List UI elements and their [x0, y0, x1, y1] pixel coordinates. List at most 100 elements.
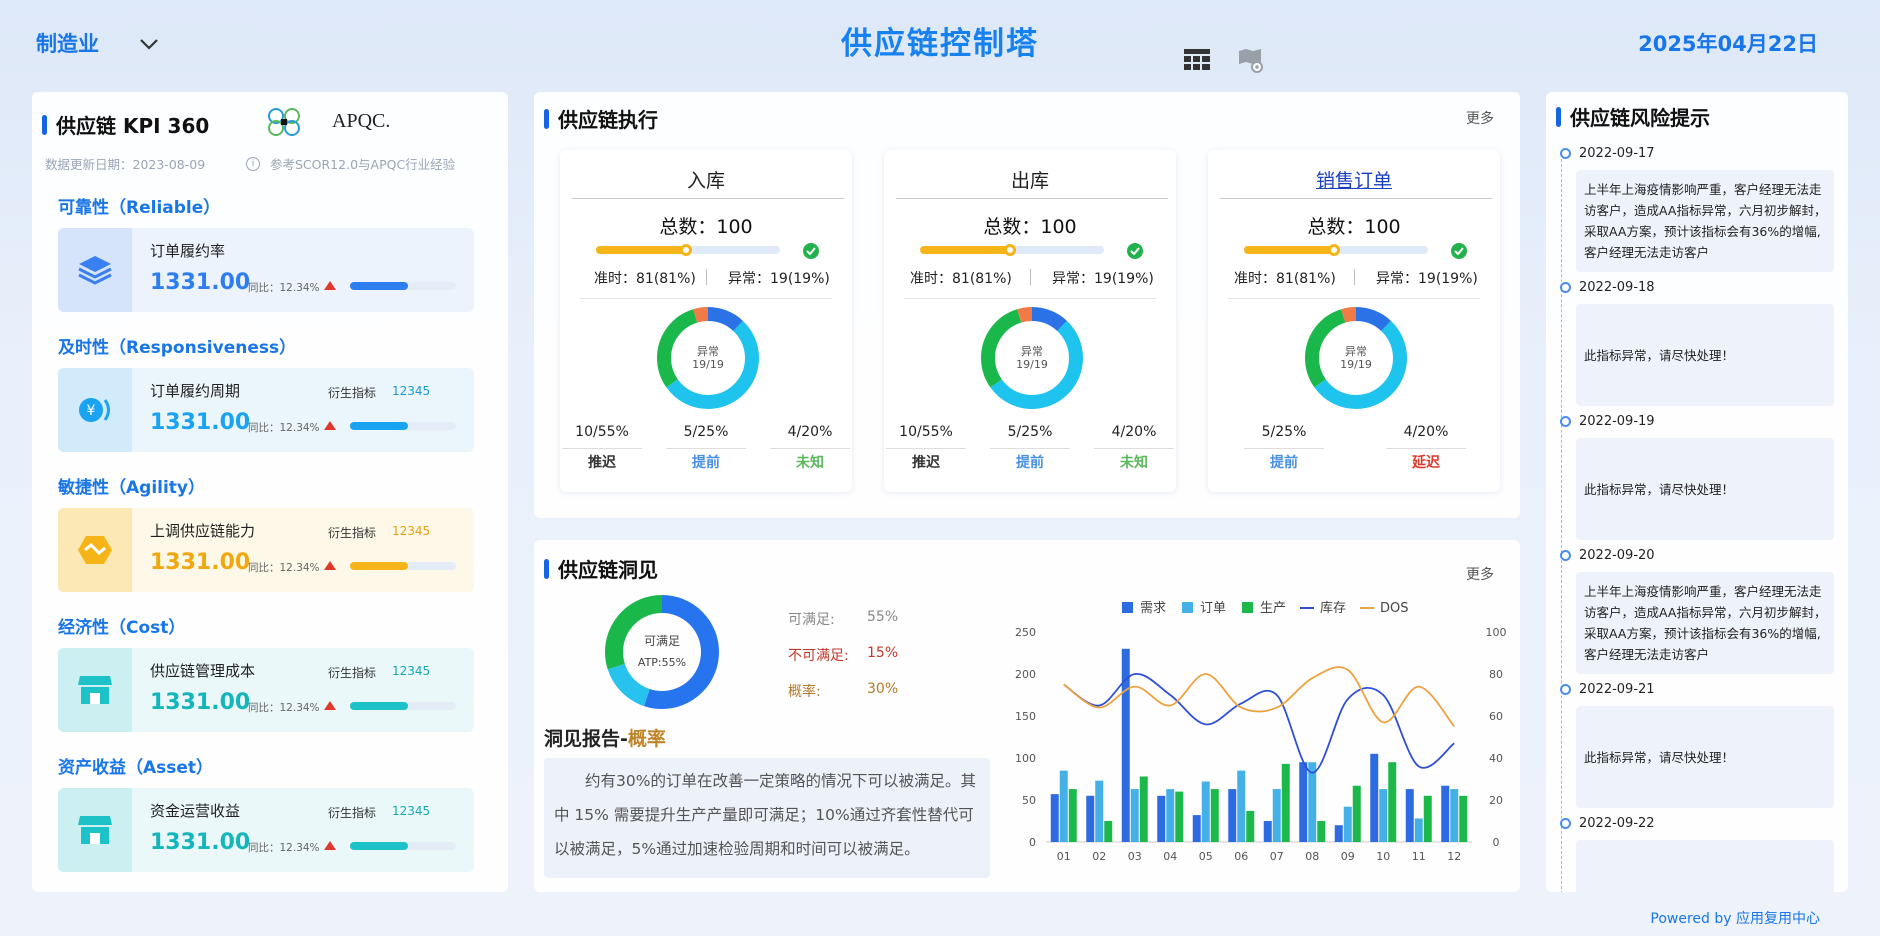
derived-value: 12345 [392, 384, 431, 398]
risk-date-text: 2022-09-18 [1579, 280, 1655, 295]
bar-需求 [1192, 815, 1201, 842]
kpi-panel: 供应链 KPI 360 APQC. 数据更新日期：2023-08-09 i 参考… [32, 92, 508, 892]
exec-donut: 异常 19/19 [1304, 306, 1408, 414]
timeline-dot-icon [1560, 684, 1571, 695]
report-heading: 洞见报告-概率 [544, 724, 666, 751]
bar-需求 [1299, 762, 1308, 842]
kpi-title-text: 供应链 KPI 360 [56, 114, 210, 138]
x-tick-label: 06 [1234, 850, 1248, 863]
exec-count: 5/25% [1007, 424, 1053, 440]
kpi-panel-title: 供应链 KPI 360 [42, 110, 209, 139]
legend-swatch [1182, 602, 1193, 613]
execution-title: 供应链执行 [544, 104, 658, 133]
derived-label: 衍生指标 [328, 386, 377, 400]
chart-canvas: 0 50 100 150 200 250 0 20 40 60 80 100 01 02 03 04 05 06 0… [1015, 600, 1507, 863]
bar-订单 [1343, 806, 1352, 842]
exec-abnormal: 异常：19(19%) [728, 271, 830, 287]
donut-center-value: 19/19 [1340, 358, 1372, 371]
y-tick-label-right: 0 [1493, 836, 1500, 849]
legend-label: 订单 [1200, 601, 1226, 616]
exec-progress [920, 244, 1104, 256]
bar-需求 [1334, 825, 1343, 842]
kpi-card-reliable[interactable]: 订单履约率 1331.00 同比：12.34% [58, 228, 474, 312]
risk-title-text: 供应链风险提示 [1570, 106, 1710, 130]
bar-需求 [1121, 648, 1130, 842]
derived-label: 衍生指标 [328, 526, 377, 540]
kpi-name: 资金运营收益 [150, 802, 241, 820]
risk-message[interactable]: 此指标异常，请尽快处理！ [1576, 304, 1834, 406]
y-tick-label-left: 50 [1022, 794, 1036, 807]
kpi-value: 1331.00 [150, 410, 251, 435]
kpi-card-agility[interactable]: 上调供应链能力 衍生指标 12345 1331.00 同比：12.34% [58, 508, 474, 592]
exec-card-sales-order[interactable]: 销售订单 总数：100 准时：81(81%) 异常：19(19%) 异常 19/… [1208, 150, 1500, 492]
industry-select[interactable]: 制造业 [36, 28, 159, 58]
donut-center-label: 异常 [697, 345, 719, 358]
exec-count: 10/55% [575, 424, 629, 440]
sales-order-link[interactable]: 销售订单 [1315, 170, 1392, 192]
y-tick-label-right: 80 [1489, 668, 1503, 681]
bar-需求 [1441, 785, 1450, 842]
report-keyword: 概率 [627, 728, 666, 750]
category-asset: 资产收益（Asset） [58, 758, 214, 778]
y-tick-label-right: 100 [1486, 626, 1507, 639]
insight-more-link[interactable]: 更多 [1466, 567, 1494, 583]
y-tick-label-left: 150 [1015, 710, 1036, 723]
store-icon [58, 648, 132, 732]
kpi-progress [350, 842, 456, 850]
current-date: 2025年04月22日 [1638, 32, 1818, 56]
legend-swatch [1242, 602, 1253, 613]
map-view-icon[interactable] [1237, 48, 1265, 78]
derived-label: 衍生指标 [328, 806, 377, 820]
category-cost: 经济性（Cost） [58, 618, 186, 638]
donut-center-value: 19/19 [1016, 358, 1048, 371]
bar-生产 [1210, 789, 1219, 842]
info-icon: i [246, 156, 260, 171]
exec-donut: 异常 19/19 [656, 306, 760, 414]
risk-title: 供应链风险提示 [1556, 102, 1710, 131]
y-tick-label-right: 60 [1489, 710, 1503, 723]
line-DOS [1063, 666, 1455, 728]
kpi-progress [350, 422, 456, 430]
execution-more-link[interactable]: 更多 [1466, 111, 1494, 127]
bar-生产 [1246, 810, 1255, 842]
y-tick-label-left: 100 [1015, 752, 1036, 765]
kpi-yoy: 同比：12.34% [248, 282, 320, 294]
risk-message[interactable]: 上半年上海疫情影响严重，客户经理无法走访客户，造成AA指标异常，六月初步解封，采… [1576, 170, 1834, 272]
risk-message[interactable] [1576, 840, 1834, 892]
category-reliable: 可靠性（Reliable） [58, 198, 221, 218]
risk-message[interactable]: 此指标异常，请尽快处理！ [1576, 438, 1834, 540]
exec-total: 总数：100 [659, 216, 753, 238]
apqc-logo: APQC. [332, 110, 391, 132]
exec-label: 提前 [1016, 455, 1044, 471]
stat-label: 可满足: [788, 612, 835, 628]
kpi-name: 订单履约周期 [150, 382, 241, 400]
exec-count: 5/25% [683, 424, 729, 440]
risk-message[interactable]: 上半年上海疫情影响严重，客户经理无法走访客户，造成AA指标异常，六月初步解封，采… [1576, 572, 1834, 674]
check-icon [803, 243, 819, 259]
legend-label: 需求 [1140, 601, 1166, 616]
timeline-dot-icon [1560, 282, 1571, 293]
exec-count: 4/20% [1111, 424, 1157, 440]
bar-生产 [1459, 795, 1468, 842]
exec-card-outbound[interactable]: 出库 总数：100 准时：81(81%) 异常：19(19%) 异常 19/19… [884, 150, 1176, 492]
table-view-icon[interactable] [1183, 48, 1211, 78]
exec-label: 提前 [692, 455, 720, 471]
exec-ontime: 准时：81(81%) [594, 271, 696, 287]
bar-生产 [1281, 763, 1290, 842]
y-tick-label-right: 20 [1489, 794, 1503, 807]
category-agility: 敏捷性（Agility） [58, 478, 206, 498]
timeline-dot-icon [1560, 818, 1571, 829]
risk-message[interactable]: 此指标异常，请尽快处理！ [1576, 706, 1834, 808]
derived-value: 12345 [392, 664, 431, 678]
x-tick-label: 04 [1163, 850, 1177, 863]
risk-date: 2022-09-17 [1560, 146, 1655, 161]
report-title: 洞见报告- [544, 728, 628, 750]
exec-card-inbound[interactable]: 入库 总数：100 准时：81(81%) 异常：19(19%) 异常 19/19… [560, 150, 852, 492]
kpi-card-responsiveness[interactable]: ¥ 订单履约周期 衍生指标 12345 1331.00 同比：12.34% [58, 368, 474, 452]
risk-panel: 供应链风险提示 2022-09-17 上半年上海疫情影响严重，客户经理无法走访客… [1546, 92, 1848, 892]
kpi-card-cost[interactable]: 供应链管理成本 衍生指标 12345 1331.00 同比：12.34% [58, 648, 474, 732]
kpi-card-asset[interactable]: 资金运营收益 衍生指标 12345 1331.00 同比：12.34% [58, 788, 474, 872]
bar-需求 [1086, 795, 1095, 842]
up-arrow-icon [324, 841, 336, 850]
kpi-yoy: 同比：12.34% [248, 702, 320, 714]
